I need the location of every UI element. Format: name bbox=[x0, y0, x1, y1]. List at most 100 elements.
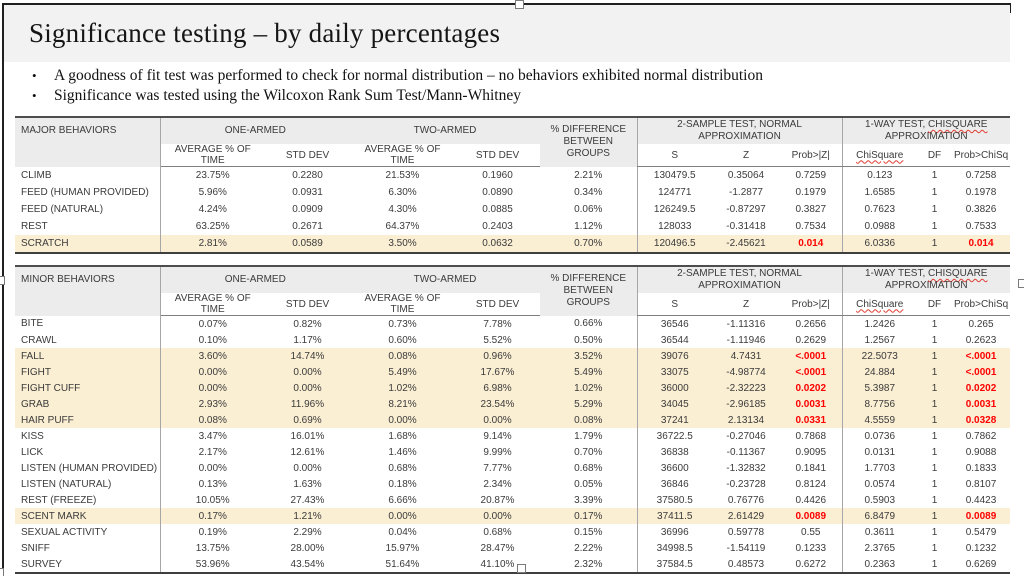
value-cell: 10.05% bbox=[195, 494, 230, 506]
col-z: Z bbox=[712, 144, 780, 167]
col-group-two-armed: TWO-ARMED bbox=[350, 266, 540, 293]
behavior-name: SEXUAL ACTIVITY bbox=[15, 524, 161, 540]
bullet-item: • Significance was tested using the Wilc… bbox=[32, 86, 972, 106]
table-row: LISTEN (NATURAL) 0.13% 1.63% 0.18% 2.34% 0.05… bbox=[15, 476, 1010, 492]
value-cell: -2.32223 bbox=[712, 380, 780, 396]
bullet-text: Significance was tested using the Wilcox… bbox=[54, 87, 521, 104]
value-cell: 0.0031 bbox=[780, 396, 842, 412]
value-cell: 3.60% bbox=[160, 348, 265, 364]
value-cell: 36600 bbox=[636, 460, 712, 476]
value-cell: 2.13134 bbox=[712, 412, 780, 428]
value-cell: 2.22% bbox=[574, 542, 603, 554]
value-cell: -1.11316 bbox=[726, 318, 766, 330]
value-cell: 2.81% bbox=[160, 235, 265, 253]
value-cell: 36546 bbox=[636, 315, 712, 332]
value-cell: 1 bbox=[917, 348, 952, 364]
table-row: FIGHT CUFF 0.00% 0.00% 1.02% 6.98% 1.02% 36000… bbox=[15, 380, 1010, 396]
selection-border-left bbox=[2, 3, 4, 574]
behavior-name: SCENT MARK bbox=[15, 508, 161, 524]
value-cell: 0.68% bbox=[483, 526, 512, 538]
col-group-diff: % DIFFERENCE BETWEEN GROUPS bbox=[540, 117, 637, 167]
col-s: S bbox=[636, 293, 712, 316]
table-row: BITE 0.07% 0.82% 0.73% 7.78% 0.66% 36546 -1.113… bbox=[15, 315, 1010, 332]
value-cell: 0.00% bbox=[293, 462, 322, 474]
table-sub-header-row: AVERAGE % OF TIME STD DEV AVERAGE % OF T… bbox=[15, 293, 1010, 316]
behavior-name: LICK bbox=[15, 444, 161, 460]
selection-handle-left[interactable] bbox=[0, 276, 5, 285]
value-cell: 0.17% bbox=[160, 508, 265, 524]
value-cell: 1 bbox=[917, 412, 952, 428]
value-cell: 0.0736 bbox=[841, 428, 917, 444]
value-cell: 12.61% bbox=[290, 446, 325, 458]
value-cell: 1 bbox=[917, 396, 952, 412]
col-group-1way-suffix: APPROXIMATION bbox=[884, 280, 968, 291]
value-cell: 128033 bbox=[636, 218, 712, 235]
value-cell: 0.2656 bbox=[795, 318, 827, 330]
table-group-header-row: MINOR BEHAVIORS ONE-ARMED TWO-ARMED % DI… bbox=[15, 266, 1010, 316]
value-cell: 1 bbox=[931, 542, 938, 554]
value-cell: 0.0931 bbox=[292, 187, 323, 198]
value-cell: 0.13% bbox=[198, 478, 227, 490]
minor-behaviors-table: MINOR BEHAVIORS ONE-ARMED TWO-ARMED % DI… bbox=[15, 265, 1010, 574]
behavior-name: SCRATCH bbox=[15, 235, 161, 253]
value-cell: 6.98% bbox=[455, 380, 540, 396]
value-cell: 64.37% bbox=[385, 221, 420, 232]
value-cell: 37411.5 bbox=[636, 508, 712, 524]
value-cell: 11.96% bbox=[265, 396, 350, 412]
value-cell: 0.00% bbox=[350, 412, 455, 428]
col-group-1way: 1-WAY TEST, CHISQUARE APPROXIMATION bbox=[841, 266, 1010, 293]
value-cell: 0.9095 bbox=[795, 446, 827, 458]
value-cell: 36996 bbox=[636, 524, 712, 540]
selection-handle-top[interactable] bbox=[515, 0, 524, 9]
table-group-header-row: MAJOR BEHAVIORS ONE-ARMED TWO-ARMED % DI… bbox=[15, 117, 1010, 167]
table-row: FIGHT 0.00% 0.00% 5.49% 17.67% 5.49% 33075 -4.9… bbox=[15, 364, 1010, 380]
value-cell: 0.7258 bbox=[965, 170, 997, 181]
selection-handle-bottom-left[interactable] bbox=[0, 568, 4, 576]
bullet-list: • A goodness of fit test was performed t… bbox=[32, 66, 972, 106]
value-cell: 0.0632 bbox=[455, 235, 540, 253]
behavior-name: FIGHT bbox=[15, 364, 161, 380]
table-row: SEXUAL ACTIVITY 0.19% 2.29% 0.04% 0.68% 0.15%… bbox=[15, 524, 1010, 540]
behavior-name: SNIFF bbox=[15, 540, 161, 556]
bullet-icon: • bbox=[32, 68, 37, 83]
value-cell: 0.2363 bbox=[841, 556, 917, 573]
value-cell: 0.05% bbox=[574, 478, 603, 490]
selection-handle-bottom[interactable] bbox=[517, 564, 526, 573]
value-cell: 14.74% bbox=[265, 348, 350, 364]
value-cell: 2.32% bbox=[574, 558, 603, 570]
value-cell: 22.5073 bbox=[841, 348, 917, 364]
value-cell: 1.6585 bbox=[841, 184, 917, 201]
value-cell: 1.46% bbox=[388, 446, 417, 458]
value-cell: 0.50% bbox=[574, 334, 603, 346]
table-row: REST 63.25% 0.2671 64.37% 0.2403 1.12% 128033 -… bbox=[15, 218, 1010, 235]
value-cell: 21.53% bbox=[385, 170, 420, 181]
value-cell: 1 bbox=[931, 170, 938, 181]
value-cell: 1.21% bbox=[265, 508, 350, 524]
table-row: SCRATCH 2.81% 0.0589 3.50% 0.0632 0.70% 120496… bbox=[15, 235, 1010, 253]
table-label: MINOR BEHAVIORS bbox=[15, 266, 161, 316]
selection-handle-right[interactable] bbox=[1018, 279, 1024, 288]
col-s: S bbox=[636, 144, 712, 167]
value-cell: 0.4423 bbox=[965, 494, 997, 506]
value-cell: 33075 bbox=[636, 364, 712, 380]
value-cell: 0.55 bbox=[801, 526, 821, 538]
value-cell: 1.12% bbox=[574, 221, 603, 232]
table-row: FEED (NATURAL) 4.24% 0.0909 4.30% 0.0885 0.06… bbox=[15, 201, 1010, 218]
value-cell: 0.7259 bbox=[795, 170, 827, 181]
col-group-1way-chisquare: CHISQUARE bbox=[928, 119, 988, 130]
value-cell: 1 bbox=[931, 221, 938, 232]
major-behaviors-table: MAJOR BEHAVIORS ONE-ARMED TWO-ARMED % DI… bbox=[15, 116, 1010, 254]
value-cell: 8.21% bbox=[350, 396, 455, 412]
value-cell: 0.68% bbox=[388, 462, 417, 474]
value-cell: 0.5903 bbox=[841, 492, 917, 508]
col-z: Z bbox=[712, 293, 780, 316]
value-cell: 0.8124 bbox=[795, 478, 827, 490]
value-cell: 0.76776 bbox=[727, 494, 765, 506]
value-cell: 0.6272 bbox=[795, 558, 827, 570]
value-cell: 0.48573 bbox=[727, 558, 765, 570]
value-cell: 0.00% bbox=[160, 364, 265, 380]
value-cell: 0.00% bbox=[350, 508, 455, 524]
value-cell: 0.70% bbox=[540, 235, 637, 253]
col-group-2sample: 2-SAMPLE TEST, NORMAL APPROXIMATION bbox=[636, 266, 842, 293]
table-row: FALL 3.60% 14.74% 0.08% 0.96% 3.52% 39076 4.743… bbox=[15, 348, 1010, 364]
